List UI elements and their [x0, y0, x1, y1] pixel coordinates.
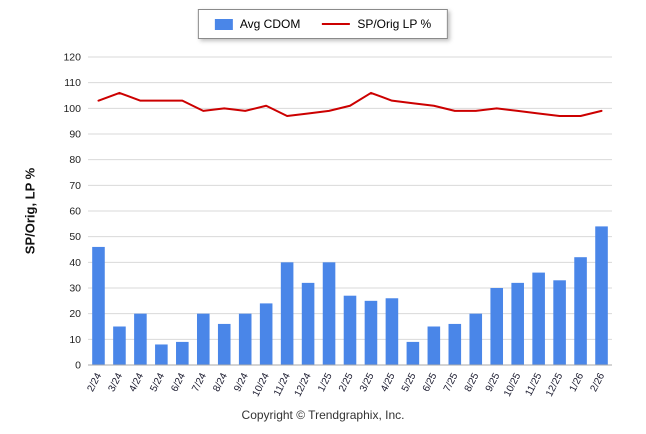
y-tick-label: 100: [63, 103, 81, 115]
x-tick-label: 10/25: [502, 371, 523, 399]
copyright-text: Copyright © Trendgraphix, Inc.: [241, 408, 405, 422]
y-tick-label: 60: [69, 206, 81, 218]
bar-2/26: [595, 226, 608, 365]
y-tick-label: 90: [69, 129, 81, 141]
x-tick-label: 9/25: [484, 371, 503, 394]
x-tick-label: 8/25: [463, 371, 482, 394]
x-tick-label: 2/24: [86, 371, 105, 394]
bar-8/24: [217, 323, 231, 365]
legend-label-sp-orig-lp: SP/Orig LP %: [357, 17, 432, 31]
bar-4/25: [385, 298, 399, 365]
y-tick-label: 20: [69, 308, 81, 320]
bar-5/24: [155, 344, 168, 365]
x-tick-label: 3/24: [106, 371, 125, 394]
x-tick-label: 2/26: [589, 371, 608, 394]
x-tick-label: 5/24: [148, 371, 167, 394]
bar-9/24: [238, 313, 252, 365]
x-tick-label: 3/25: [358, 371, 377, 394]
x-tick-label: 5/25: [400, 371, 419, 394]
bar-11/24: [280, 262, 294, 365]
y-tick-label: 110: [64, 77, 81, 89]
bar-6/24: [176, 341, 189, 365]
y-tick-label: 30: [69, 283, 81, 295]
legend-item-avg-cdom: Avg CDOM: [214, 17, 301, 31]
y-tick-label: 50: [69, 231, 81, 243]
chart-canvas: 0 10 20 30 40 50 60 70 80 90 100 110 120 2/24 3/24 4/24…: [63, 52, 612, 399]
bar-10/25: [511, 282, 524, 365]
y-tick-label: 70: [69, 180, 81, 192]
x-tick-label: 7/24: [190, 371, 209, 394]
sp-orig-lp-line: [97, 91, 603, 118]
y-tick-label: 40: [69, 257, 81, 269]
bar-4/24: [134, 313, 147, 365]
legend-label-avg-cdom: Avg CDOM: [239, 17, 301, 31]
bar-8/25: [469, 313, 483, 365]
x-tick-label: 6/24: [169, 371, 188, 394]
bar-12/25: [553, 280, 566, 365]
bar-6/25: [427, 326, 441, 365]
x-tick-label: 4/24: [127, 371, 146, 394]
bar-7/25: [448, 323, 462, 365]
line-swatch-icon: [322, 23, 351, 25]
bar-2/24: [92, 246, 105, 365]
bar-3/24: [113, 326, 126, 365]
bar-1/25: [322, 262, 336, 365]
x-tick-label: 12/24: [293, 371, 314, 399]
x-tick-label: 11/25: [523, 371, 544, 398]
bar-10/24: [259, 303, 273, 365]
x-tick-label: 6/25: [421, 371, 440, 394]
bar-3/25: [364, 300, 378, 365]
bar-12/24: [301, 282, 315, 365]
x-tick-label: 8/24: [211, 371, 230, 394]
x-tick-label: 4/25: [379, 371, 398, 394]
x-tick-label: 7/25: [442, 371, 461, 394]
legend-item-sp-orig-lp: SP/Orig LP %: [322, 17, 431, 31]
x-tick-label: 1/25: [316, 371, 335, 394]
x-tick-label: 11/24: [272, 371, 293, 398]
chart-legend: Avg CDOM SP/Orig LP %: [197, 9, 449, 39]
x-tick-label: 12/25: [544, 371, 565, 399]
bar-11/25: [532, 272, 545, 365]
bar-7/24: [196, 313, 210, 365]
bar-1/26: [574, 257, 587, 365]
y-tick-label: 80: [69, 154, 81, 166]
x-tick-label: 2/25: [337, 371, 356, 394]
x-tick-label: 1/26: [568, 371, 587, 394]
bar-2/25: [343, 295, 357, 365]
y-tick-label: 10: [69, 334, 81, 346]
x-tick-label: 9/24: [232, 371, 251, 394]
y-tick-label: 120: [63, 52, 81, 64]
bar-9/25: [490, 288, 504, 365]
x-tick-label: 10/24: [251, 371, 272, 399]
bar-5/25: [406, 341, 420, 365]
y-tick-label: 0: [75, 360, 81, 372]
bar-swatch-icon: [214, 18, 233, 30]
